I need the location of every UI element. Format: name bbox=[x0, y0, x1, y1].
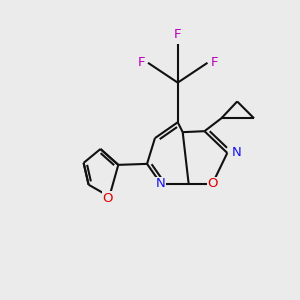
Text: F: F bbox=[174, 28, 182, 41]
Text: O: O bbox=[103, 192, 113, 205]
Text: N: N bbox=[231, 146, 241, 160]
Text: F: F bbox=[137, 56, 145, 69]
Text: F: F bbox=[210, 56, 218, 69]
Text: N: N bbox=[156, 177, 166, 190]
Text: O: O bbox=[207, 177, 218, 190]
